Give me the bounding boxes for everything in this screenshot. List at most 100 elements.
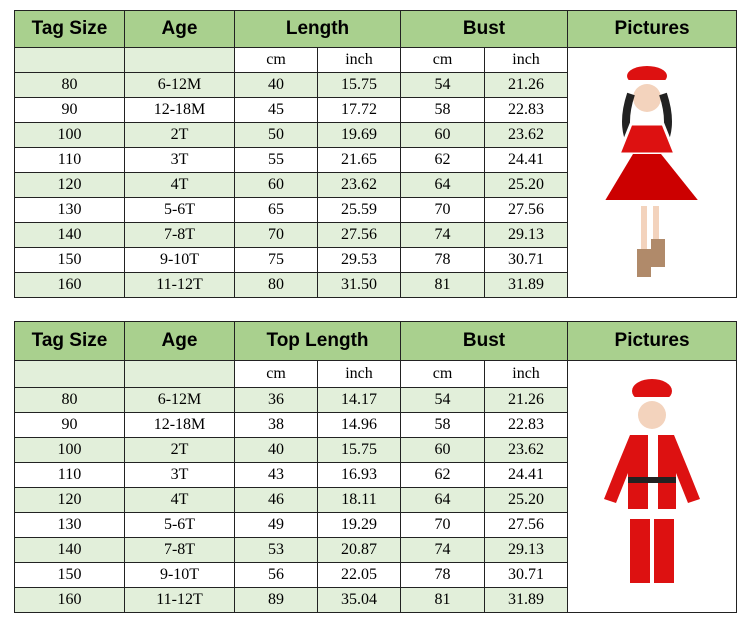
cell: 21.26 — [484, 387, 569, 413]
cell: 14.96 — [316, 412, 402, 438]
data-row: 140 7-8T 53 20.87 74 29.13 — [14, 537, 737, 563]
header-cell: Length — [233, 10, 402, 48]
data-row: 100 2T 40 15.75 60 23.62 — [14, 437, 737, 463]
cell: 9-10T — [124, 247, 235, 273]
cell: 27.56 — [484, 512, 569, 538]
cell: 29.13 — [484, 537, 569, 563]
data-row: 90 12-18M 38 14.96 58 22.83 — [14, 412, 737, 438]
cell: 30.71 — [484, 562, 569, 588]
cell: 27.56 — [484, 197, 569, 223]
subheader-row: cm inch cm inch — [14, 47, 738, 298]
cell: 18.11 — [316, 487, 402, 513]
data-row: 150 9-10T 75 29.53 78 30.71 — [14, 247, 737, 273]
unit-cell: inch — [484, 360, 569, 388]
data-row: 130 5-6T 49 19.29 70 27.56 — [14, 512, 737, 538]
cell: 54 — [400, 387, 486, 413]
cell: 78 — [400, 562, 486, 588]
data-row: 80 6-12M 40 15.75 54 21.26 — [14, 72, 737, 98]
data-row: 90 12-18M 45 17.72 58 22.83 — [14, 97, 737, 123]
cell — [14, 47, 125, 73]
cell: 31.50 — [316, 272, 402, 298]
cell: 110 — [14, 147, 125, 173]
header-cell: Bust — [400, 321, 569, 361]
cell: 4T — [124, 172, 235, 198]
cell: 100 — [14, 437, 125, 463]
data-row: 160 11-12T 80 31.50 81 31.89 — [14, 272, 737, 298]
cell: 20.87 — [316, 537, 402, 563]
header-cell: Tag Size — [14, 10, 125, 48]
cell: 120 — [14, 172, 125, 198]
cell: 90 — [14, 412, 125, 438]
cell: 11-12T — [124, 587, 235, 613]
cell: 15.75 — [316, 72, 402, 98]
header-cell: Tag Size — [14, 321, 125, 361]
cell: 160 — [14, 587, 125, 613]
cell: 150 — [14, 562, 125, 588]
cell: 80 — [234, 272, 318, 298]
size-table: Tag Size Age Top Length Bust Pictures cm inch c… — [14, 321, 738, 613]
cell: 81 — [400, 587, 486, 613]
cell: 29.13 — [484, 222, 569, 248]
data-row: 150 9-10T 56 22.05 78 30.71 — [14, 562, 737, 588]
cell: 23.62 — [484, 122, 569, 148]
cell: 22.83 — [484, 412, 569, 438]
cell: 30.71 — [484, 247, 569, 273]
cell: 64 — [400, 172, 486, 198]
unit-cell: cm — [234, 47, 318, 73]
unit-cell: cm — [400, 47, 486, 73]
cell: 64 — [400, 487, 486, 513]
cell: 140 — [14, 222, 125, 248]
data-row: 80 6-12M 36 14.17 54 21.26 — [14, 387, 737, 413]
cell: 55 — [234, 147, 318, 173]
cell: 6-12M — [124, 72, 235, 98]
cell: 65 — [234, 197, 318, 223]
cell: 27.56 — [316, 222, 402, 248]
cell: 15.75 — [316, 437, 402, 463]
cell: 60 — [400, 122, 486, 148]
cell: 80 — [14, 387, 125, 413]
unit-cell: inch — [316, 360, 402, 388]
cell: 3T — [124, 147, 235, 173]
cell: 24.41 — [484, 462, 569, 488]
cell: 7-8T — [124, 222, 235, 248]
cell: 45 — [234, 97, 318, 123]
cell: 74 — [400, 222, 486, 248]
cell: 5-6T — [124, 512, 235, 538]
cell: 12-18M — [124, 412, 235, 438]
cell: 120 — [14, 487, 125, 513]
cell: 70 — [400, 512, 486, 538]
cell: 56 — [234, 562, 318, 588]
unit-cell: cm — [234, 360, 318, 388]
picture — [567, 360, 738, 613]
cell: 16.93 — [316, 462, 402, 488]
data-row: 160 11-12T 89 35.04 81 31.89 — [14, 587, 737, 613]
cell: 24.41 — [484, 147, 569, 173]
cell: 100 — [14, 122, 125, 148]
cell: 50 — [234, 122, 318, 148]
cell: 25.20 — [484, 172, 569, 198]
subheader-row: cm inch cm inch — [14, 360, 738, 613]
cell: 7-8T — [124, 537, 235, 563]
table: Tag Size Age Top Length Bust Pictures cm inch c… — [14, 321, 738, 613]
cell — [124, 47, 235, 73]
cell: 22.83 — [484, 97, 569, 123]
cell: 60 — [234, 172, 318, 198]
header-cell: Age — [124, 10, 235, 48]
cell — [124, 360, 235, 388]
cell: 46 — [234, 487, 318, 513]
cell: 23.62 — [484, 437, 569, 463]
cell: 2T — [124, 122, 235, 148]
cell: 31.89 — [484, 587, 569, 613]
cell: 89 — [234, 587, 318, 613]
cell: 22.05 — [316, 562, 402, 588]
header-cell: Top Length — [233, 321, 402, 361]
cell: 38 — [234, 412, 318, 438]
cell: 17.72 — [316, 97, 402, 123]
cell: 4T — [124, 487, 235, 513]
cell: 81 — [400, 272, 486, 298]
cell: 60 — [400, 437, 486, 463]
header-cell: Pictures — [567, 10, 738, 48]
cell: 21.26 — [484, 72, 569, 98]
cell: 19.29 — [316, 512, 402, 538]
